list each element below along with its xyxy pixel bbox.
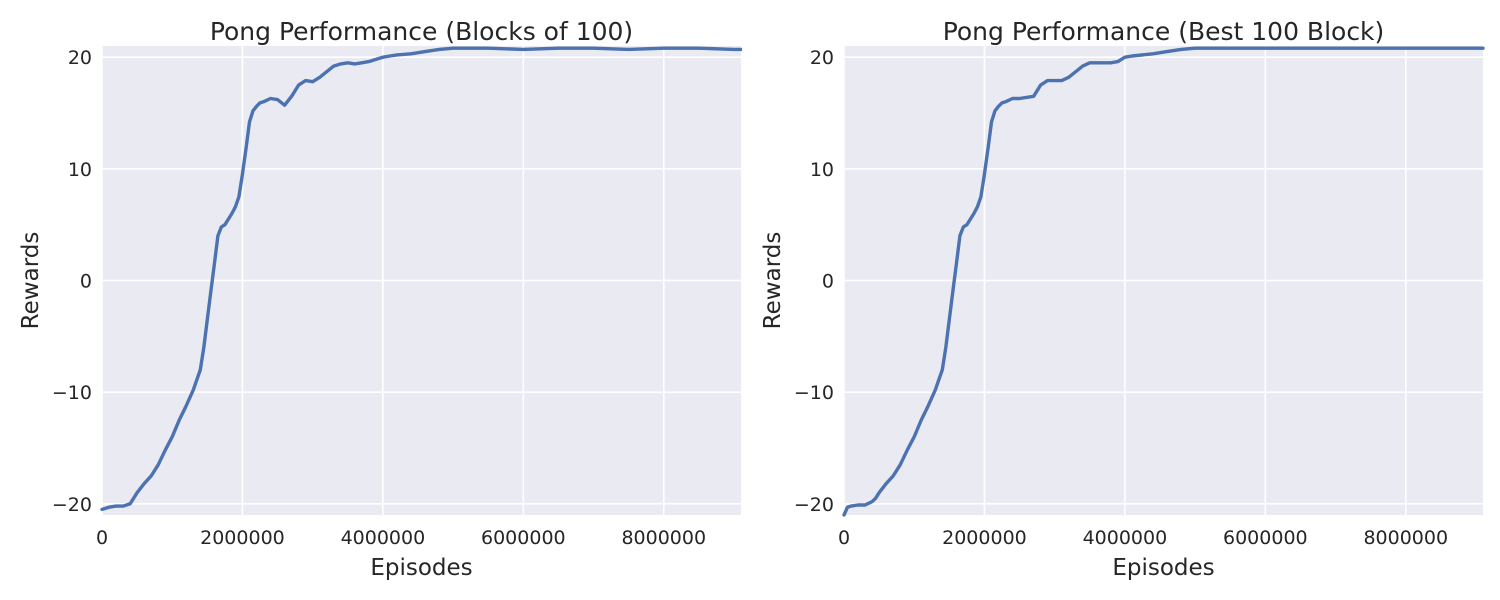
y-tick-label: 0 (80, 271, 92, 293)
y-axis-label: Rewards (18, 232, 44, 330)
x-tick-label: 6000000 (1223, 527, 1308, 549)
chart-left: 0 2000000 4000000 6000000 8000000 −20 −10 0 10 20… (18, 17, 742, 581)
y-tick-label: −20 (52, 494, 92, 516)
x-tick-label: 8000000 (621, 527, 706, 549)
y-tick-label: 10 (68, 159, 92, 181)
x-tick-label: 2000000 (942, 527, 1027, 549)
x-tick-label: 0 (838, 527, 850, 549)
x-axis-label: Episodes (370, 555, 472, 581)
chart-title: Pong Performance (Best 100 Block) (943, 17, 1385, 46)
x-tick-label: 0 (96, 527, 108, 549)
x-tick-label: 4000000 (341, 527, 426, 549)
y-axis-label: Rewards (760, 232, 786, 330)
y-tick-label: −10 (52, 382, 92, 404)
x-tick-label: 6000000 (481, 527, 566, 549)
x-axis-label: Episodes (1112, 555, 1214, 581)
x-tick-label: 2000000 (200, 527, 285, 549)
y-tick-label: 0 (822, 271, 834, 293)
series-line (842, 46, 1485, 517)
y-tick-label: −20 (794, 494, 834, 516)
y-tick-label: 10 (810, 159, 834, 181)
chart-right: 0 2000000 4000000 6000000 8000000 −20 −10 0 10 20… (760, 17, 1485, 581)
series-line (100, 46, 742, 512)
x-tick-label: 8000000 (1363, 527, 1448, 549)
x-tick-label: 4000000 (1083, 527, 1168, 549)
y-tick-label: 20 (810, 47, 834, 69)
y-tick-label: −10 (794, 382, 834, 404)
y-tick-label: 20 (68, 47, 92, 69)
chart-title: Pong Performance (Blocks of 100) (210, 17, 633, 46)
